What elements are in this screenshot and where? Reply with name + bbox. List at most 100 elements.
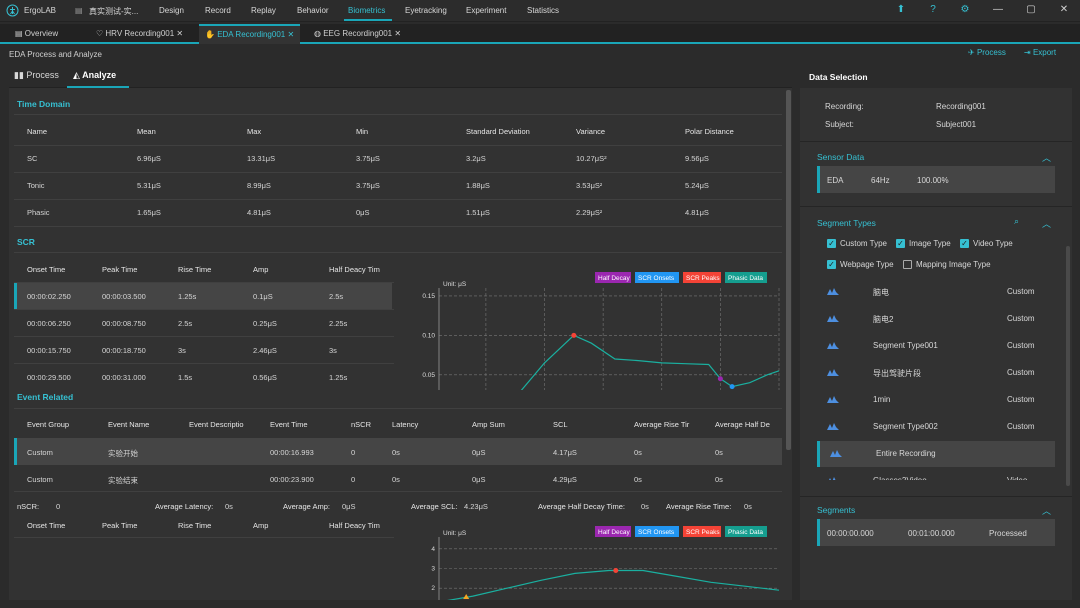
legend-scr_onsets-swatch bbox=[635, 526, 679, 537]
upload-icon[interactable]: ⬆ bbox=[896, 4, 906, 15]
menu-experiment[interactable]: Experiment bbox=[466, 6, 507, 15]
menu-design[interactable]: Design bbox=[159, 6, 184, 15]
tab-overview[interactable]: ▤ Overview bbox=[9, 24, 64, 44]
collapse-chevron-icon[interactable]: ︿ bbox=[1042, 153, 1052, 163]
search-icon[interactable]: ⌕ bbox=[1014, 216, 1020, 226]
close-icon[interactable]: ✕ bbox=[1059, 4, 1069, 15]
legend-half_decay-label: Half Decay bbox=[598, 275, 631, 282]
segment-type-item[interactable]: 导出驾驶片段 Custom bbox=[817, 360, 1055, 386]
time-domain-cell: 10.27μS² bbox=[576, 154, 607, 163]
export-icon: ⇥ bbox=[1024, 48, 1033, 57]
event-scr-header: Half Deacy Tim bbox=[329, 521, 380, 530]
scr-header: Peak Time bbox=[102, 265, 138, 274]
time-domain-cell: 8.99μS bbox=[247, 181, 271, 190]
vertical-scrollbar[interactable] bbox=[786, 90, 791, 450]
segment-type-item[interactable]: Glasses2Video Video bbox=[817, 468, 1055, 480]
recording-value: Recording001 bbox=[936, 102, 986, 111]
tab-close-icon[interactable]: ✕ bbox=[176, 29, 184, 38]
export-button[interactable]: ⇥ Export bbox=[1024, 48, 1056, 57]
segment-type-item[interactable]: Segment Type001 Custom bbox=[817, 333, 1055, 359]
segment-type-item[interactable]: 脑电2 Custom bbox=[817, 306, 1055, 332]
filter-label: Mapping Image Type bbox=[916, 260, 991, 269]
segment-type-kind: Video bbox=[1007, 476, 1027, 480]
divider bbox=[14, 252, 782, 253]
time-domain-cell: Phasic bbox=[27, 208, 50, 217]
settings-gear-icon[interactable]: ⚙ bbox=[960, 4, 970, 15]
segment-scrollbar[interactable] bbox=[1066, 246, 1070, 486]
tab-close-icon[interactable]: ✕ bbox=[287, 30, 295, 39]
legend-scr_onsets-swatch bbox=[635, 272, 679, 283]
divider bbox=[14, 408, 782, 409]
checkbox-checked-icon[interactable]: ✓ bbox=[827, 260, 836, 269]
segment-type-item[interactable]: 脑电 Custom bbox=[817, 279, 1055, 305]
menu-statistics[interactable]: Statistics bbox=[527, 6, 560, 15]
event-scr-header: Peak Time bbox=[102, 521, 138, 530]
scr-chart: Half Decay SCR Onsets SCR Peaks Phasic Data… bbox=[422, 272, 780, 390]
segment-types-title: Segment Types bbox=[817, 218, 876, 228]
sensor-row[interactable]: EDA 64Hz 100.00% bbox=[817, 166, 1055, 193]
app-name: ErgoLAB bbox=[24, 6, 57, 15]
scr-title: SCR bbox=[17, 237, 35, 247]
subtab-bar: ▮▮ Process ◭ Analyze bbox=[9, 66, 792, 88]
active-subtab-underline bbox=[67, 86, 129, 88]
segment-type-item[interactable]: 1min Custom bbox=[817, 387, 1055, 413]
help-icon[interactable]: ? bbox=[930, 4, 936, 15]
segment-icon bbox=[827, 477, 839, 480]
legend-scr_onsets-label: SCR Onsets bbox=[638, 275, 675, 282]
time-domain-cell: 3.2μS bbox=[466, 154, 486, 163]
segment-type-item[interactable]: Segment Type002 Custom bbox=[817, 414, 1055, 440]
menu-record[interactable]: Record bbox=[205, 6, 231, 15]
menu-biometrics[interactable]: Biometrics bbox=[348, 6, 386, 15]
tab-close-icon[interactable]: ✕ bbox=[394, 29, 402, 38]
collapse-chevron-icon[interactable]: ︿ bbox=[1042, 506, 1052, 516]
minimize-icon[interactable]: — bbox=[993, 4, 1003, 15]
divider bbox=[14, 172, 782, 173]
event-header: Event Time bbox=[270, 420, 308, 429]
checkbox-unchecked-icon[interactable] bbox=[903, 260, 912, 269]
time-domain-header: Standard Deviation bbox=[466, 127, 530, 136]
heart-icon: ♡ bbox=[96, 29, 106, 38]
segment-type-item[interactable]: Entire Recording bbox=[817, 441, 1055, 467]
divider bbox=[14, 114, 782, 115]
subtab-analyze[interactable]: ◭ Analyze bbox=[73, 70, 116, 81]
segment-type-name: 1min bbox=[873, 395, 891, 404]
phasic-data-line bbox=[447, 569, 780, 600]
process-button[interactable]: ✈ Process bbox=[968, 48, 1006, 57]
menu-eyetracking[interactable]: Eyetracking bbox=[405, 6, 447, 15]
time-domain-cell: 1.88μS bbox=[466, 181, 490, 190]
segments-title: Segments bbox=[817, 505, 856, 515]
event-cell: 0 bbox=[351, 448, 356, 457]
segment-type-kind: Custom bbox=[1007, 395, 1035, 404]
avg-latency-value: 0s bbox=[225, 502, 233, 511]
scr-header: Amp bbox=[253, 265, 269, 274]
tab-hrv-recording[interactable]: ♡ HRV Recording001 ✕ bbox=[90, 24, 189, 44]
checkbox-checked-icon[interactable]: ✓ bbox=[896, 239, 905, 248]
tab-label: EDA Recording001 bbox=[217, 30, 286, 39]
segment-type-name: Segment Type001 bbox=[873, 341, 938, 350]
menu-replay[interactable]: Replay bbox=[251, 6, 276, 15]
segment-type-kind: Custom bbox=[1007, 341, 1035, 350]
scr-cell: 3s bbox=[329, 346, 337, 355]
divider bbox=[14, 336, 394, 337]
checkbox-checked-icon[interactable]: ✓ bbox=[960, 239, 969, 248]
checkbox-checked-icon[interactable]: ✓ bbox=[827, 239, 836, 248]
tab-eeg-recording[interactable]: ◍ EEG Recording001 ✕ bbox=[308, 24, 407, 44]
menu-behavior[interactable]: Behavior bbox=[297, 6, 329, 15]
scr-cell: 0.25μS bbox=[253, 319, 277, 328]
segment-end: 00:01:00.000 bbox=[908, 529, 955, 538]
time-domain-header: Max bbox=[247, 127, 262, 136]
segment-start: 00:00:00.000 bbox=[827, 529, 874, 538]
sensor-rate: 64Hz bbox=[871, 176, 890, 185]
divider bbox=[800, 496, 1072, 497]
time-domain-cell: 3.75μS bbox=[356, 154, 380, 163]
scr-header: Half Deacy Tim bbox=[329, 265, 380, 274]
segment-row[interactable]: 00:00:00.000 00:01:00.000 Processed bbox=[817, 519, 1055, 546]
time-domain-header: Variance bbox=[576, 127, 606, 136]
time-domain-cell: 3.53μS² bbox=[576, 181, 603, 190]
time-domain-header: Polar Distance bbox=[685, 127, 734, 136]
maximize-icon[interactable]: ▢ bbox=[1026, 4, 1036, 15]
project-name[interactable]: 真实测试-实... bbox=[89, 7, 139, 16]
collapse-chevron-icon[interactable]: ︿ bbox=[1042, 219, 1052, 229]
subtab-process[interactable]: ▮▮ Process bbox=[14, 70, 59, 81]
tab-eda-recording[interactable]: ✋ EDA Recording001 ✕ bbox=[199, 24, 301, 44]
